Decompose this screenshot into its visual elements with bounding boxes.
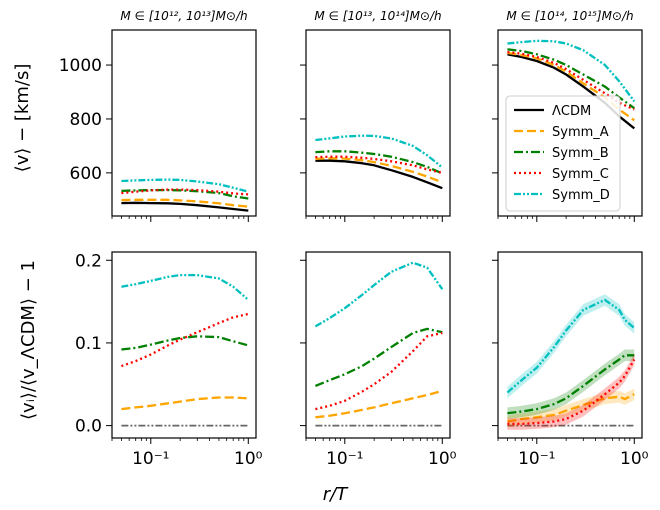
series-line-symm_d: [506, 298, 636, 394]
series-line-symm_b: [507, 354, 635, 415]
panel-r1-c2: 10⁻¹ 10⁰: [492, 251, 649, 469]
legend-box: [505, 95, 621, 212]
legend-label: Symm_B: [552, 146, 609, 161]
panel-r0-c0: 600 800 1000 M ∈ [10¹², 10¹³]M⊙/h: [59, 9, 257, 222]
legend-label: Symm_C: [552, 167, 609, 182]
x-tick-label: 10⁰: [620, 449, 649, 469]
series-line-symm_b: [507, 48, 635, 110]
y-tick-label: 600: [70, 164, 102, 184]
series-line-symm_d: [121, 178, 249, 193]
panel-r0-c1: M ∈ [10¹³, 10¹⁴]M⊙/h: [300, 9, 451, 222]
panel-title: M ∈ [10¹⁴, 10¹⁵]M⊙/h: [506, 9, 633, 23]
series-line-λcdm: [315, 159, 443, 190]
panel-title: M ∈ [10¹², 10¹³]M⊙/h: [120, 9, 247, 23]
series-line-symm_a: [507, 393, 635, 423]
legend-label: Symm_A: [552, 125, 609, 140]
x-tick-label: 10⁻¹: [132, 449, 169, 469]
panel-r1-c0: 10⁻¹ 10⁰ 0.0 0.1 0.2: [75, 251, 263, 469]
series-line-symm_b: [121, 335, 249, 351]
y-tick-label: 0.1: [75, 334, 102, 354]
series-line-symm_c: [507, 50, 635, 111]
panel-frame: [305, 251, 451, 439]
series-line-symm_d: [315, 134, 444, 169]
series-line-symm_a: [121, 396, 249, 411]
series-line-symm_a: [315, 389, 443, 419]
series-line-symm_c: [315, 331, 443, 411]
panel-grid: 600 800 1000 M ∈ [10¹², 10¹³]M⊙/h M ∈ [10¹³,…: [59, 9, 649, 469]
series-line-symm_b: [314, 327, 443, 387]
legend-label: Symm_D: [552, 188, 610, 203]
panel-frame: [305, 29, 451, 217]
y-tick-label: 0.2: [75, 251, 102, 271]
series-line-symm_d: [314, 261, 444, 328]
x-tick-label: 10⁻¹: [518, 449, 555, 469]
panel-frame: [497, 251, 643, 439]
series-line-symm_b: [315, 150, 443, 175]
x-tick-label: 10⁰: [234, 449, 263, 469]
series-line-symm_c: [121, 312, 249, 368]
panel-frame: [497, 29, 643, 217]
y-tick-label: 1000: [59, 56, 102, 76]
y-tick-label: 0.0: [75, 417, 102, 437]
x-tick-label: 10⁰: [428, 449, 457, 469]
series-line-symm_d: [507, 39, 636, 103]
panel-frame: [111, 251, 257, 439]
panel-frame: [111, 29, 257, 217]
series-line-symm_a: [121, 198, 249, 208]
ylabel-bottom: ⟨vᵢ⟩/⟨v_ΛCDM⟩ − 1: [18, 260, 39, 420]
legend: ΛCDM Symm_A Symm_B Symm_C Symm_D: [505, 95, 621, 212]
series-line-symm_d: [121, 273, 250, 301]
series-line-symm_a: [315, 157, 443, 184]
x-tick-label: 10⁻¹: [326, 449, 363, 469]
panel-r1-c1: 10⁻¹ 10⁰: [300, 251, 457, 469]
series-band-symm_b: [507, 349, 635, 419]
xlabel: r/T: [323, 484, 349, 505]
legend-label: ΛCDM: [552, 104, 591, 119]
panel-title: M ∈ [10¹³, 10¹⁴]M⊙/h: [314, 9, 441, 23]
series-line-symm_b: [121, 188, 249, 200]
y-tick-label: 800: [70, 110, 102, 130]
ylabel-top: ⟨v⟩ − [km/s]: [12, 64, 33, 173]
series-line-λcdm: [121, 201, 249, 212]
series-line-symm_c: [507, 358, 636, 426]
